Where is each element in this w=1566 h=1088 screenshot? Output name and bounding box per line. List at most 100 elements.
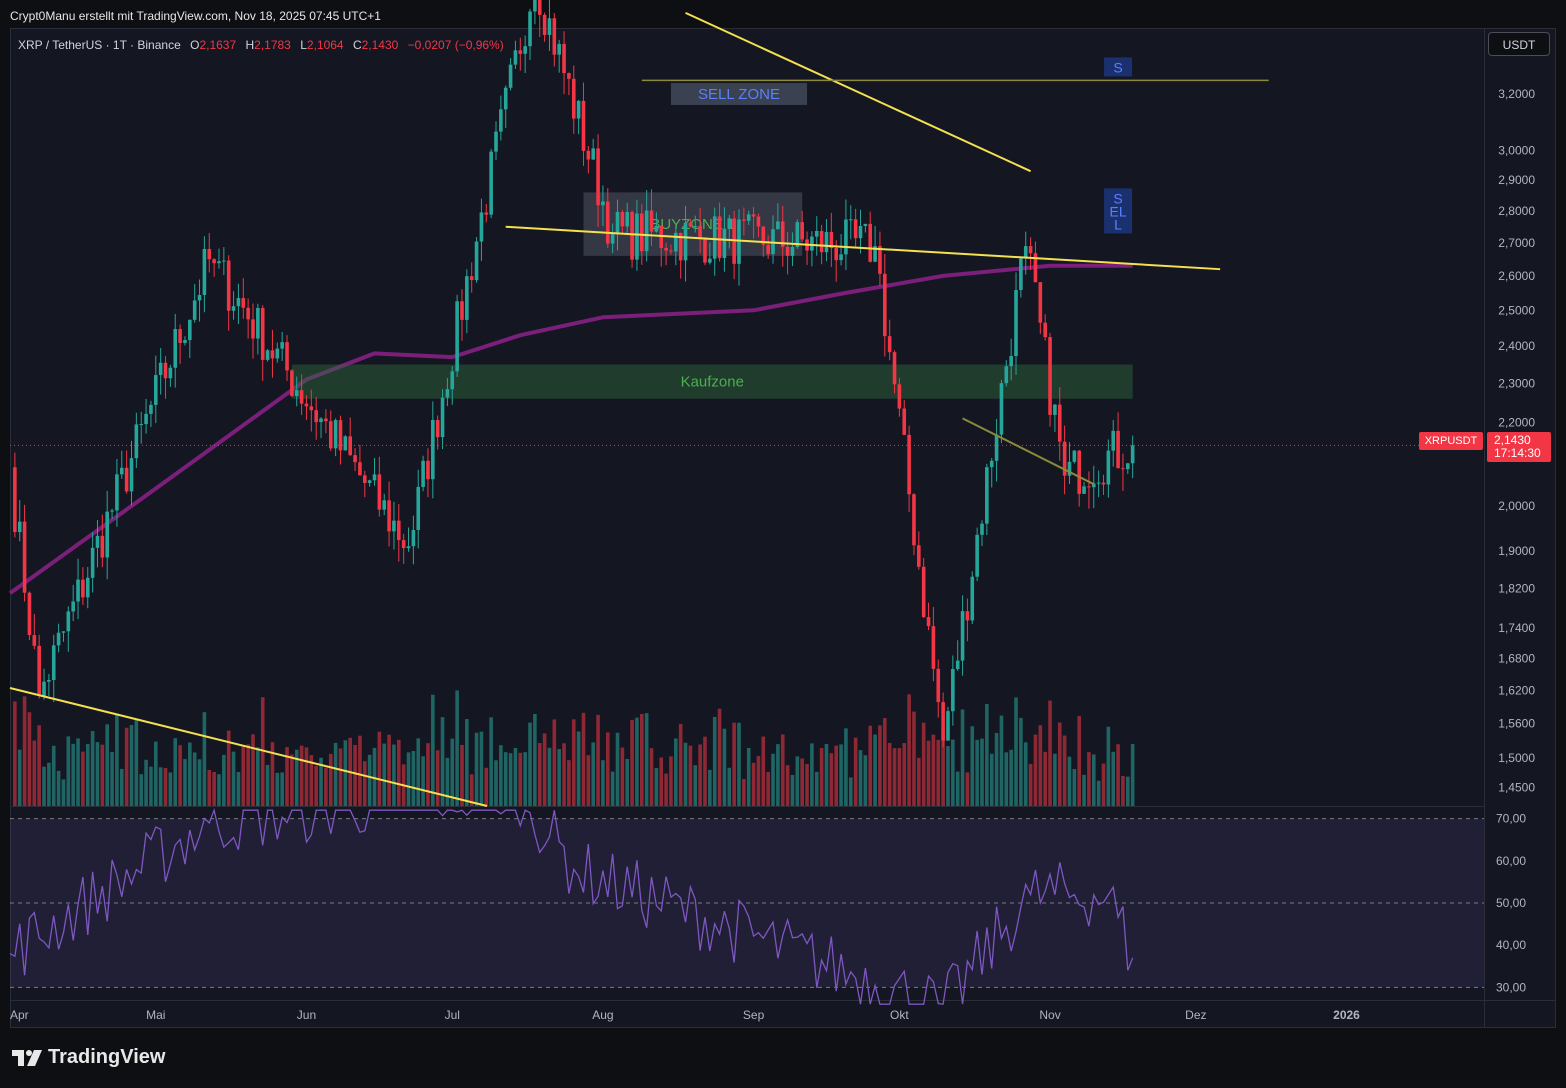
candle-body [980,523,984,535]
volume-bar [664,773,668,806]
volume-bar [1057,722,1062,806]
candle-body [469,276,474,281]
volume-bar [421,756,425,806]
volume-bar [134,718,139,806]
candle-body [450,371,455,390]
volume-bar [708,769,712,806]
volume-bar [173,738,178,806]
candle-body [202,248,207,296]
candle-body [362,475,367,483]
candle-body [1019,258,1023,291]
volume-bar [649,748,654,806]
volume-bar [518,752,523,806]
candle-body [1048,337,1052,415]
volume-bar [737,722,741,806]
volume-bar [440,717,445,806]
volume-bar [805,763,809,806]
price-tick-label: 2,6000 [1498,269,1535,283]
candle-body [226,260,231,311]
candle-body [586,150,591,160]
volume-bar [411,751,416,806]
candle-body [246,307,250,320]
candle-body [484,212,489,215]
candle-body [756,216,761,227]
volume-bar [1019,717,1023,806]
volume-bar [571,719,576,806]
volume-bar [897,748,902,806]
candle-body [547,18,552,35]
ohlc-legend: XRP / TetherUS · 1T · Binance O2,1637 H2… [18,38,504,52]
volume-bar [581,712,586,806]
volume-bar [746,748,751,806]
volume-bar [17,749,22,806]
volume-bar [61,779,66,806]
candle-body [1033,253,1038,283]
high-key: H [245,38,255,52]
price-tick-label: 2,7000 [1498,236,1535,250]
zone-label: SELL ZONE [698,86,780,103]
volume-bar [314,765,318,806]
currency-button[interactable]: USDT [1488,32,1550,56]
chart-frame[interactable] [10,28,1556,1028]
candle-body [100,535,105,558]
rsi-tick-label: 70,00 [1496,812,1526,826]
candle-body [537,0,542,15]
candle-body [319,418,323,423]
volume-bar [951,739,955,806]
price-tick-label: 1,8200 [1498,581,1535,595]
volume-bar [824,743,829,806]
volume-bar [761,736,766,806]
close-key: C [352,38,362,52]
volume-bar [1038,725,1043,806]
candle-body [912,494,916,546]
volume-bar [275,772,280,806]
time-tick-label: Jul [445,1008,460,1022]
price-tick-label: 1,6800 [1498,652,1535,666]
volume-bar [533,713,537,806]
volume-bar [76,738,80,806]
zone-label: BUYZONE 1 [650,216,735,233]
candle-body [669,250,673,252]
candle-body [27,592,32,636]
candle-body [17,521,22,533]
zone-buyzone-1 [583,192,803,256]
candle-body [134,424,139,459]
candle-body [236,298,241,307]
volume-bar [848,777,853,806]
candle-body [290,370,294,396]
candle-body [173,329,178,368]
candle-body [562,43,566,74]
candle-body [571,78,576,119]
price-tick-label: 1,4500 [1498,781,1535,795]
candle-body [863,223,868,227]
volume-bar [479,731,484,806]
rsi-tick-label: 60,00 [1496,854,1526,868]
candle-body [1126,463,1130,470]
tradingview-logo[interactable]: TradingView [12,1046,165,1069]
candle-body [1057,404,1062,442]
candle-body [975,534,979,577]
time-tick-label: Nov [1039,1008,1060,1022]
volume-bar [110,751,114,806]
volume-bar [756,755,761,806]
candle-body [149,404,153,414]
price-tick-label: 2,9000 [1498,173,1535,187]
candle-body [955,660,960,670]
candle-body [440,397,445,438]
volume-bar [236,771,241,806]
candle-body [640,213,644,252]
time-tick-label: Aug [592,1008,613,1022]
zone-label: Kaufzone [681,374,744,391]
candle-body [635,213,639,260]
volume-bar [858,750,863,806]
volume-bar [22,696,27,806]
candle-body [275,348,280,359]
volume-bar [484,767,489,806]
candle-body [499,109,503,132]
candle-body [674,232,678,252]
candle-body [119,467,124,475]
volume-bar [766,772,770,806]
volume-bar [1004,752,1009,806]
volume-bar [71,743,75,806]
